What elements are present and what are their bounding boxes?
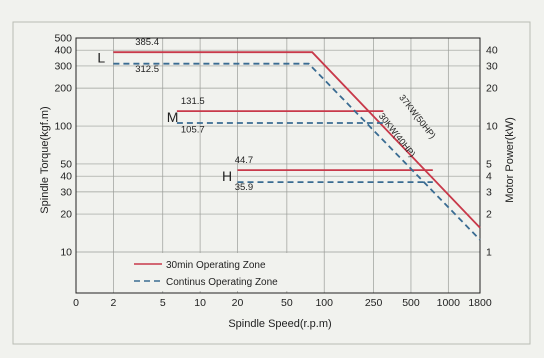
value-label: 385.4 xyxy=(135,37,159,48)
gear-label-l: L xyxy=(97,50,105,66)
y-left-tick-label: 500 xyxy=(54,33,72,45)
value-label: 44.7 xyxy=(235,155,254,166)
y-left-tick-label: 100 xyxy=(54,121,72,133)
gear-label-m: M xyxy=(167,109,179,125)
gear-label-h: H xyxy=(222,168,232,184)
x-tick-label: 1000 xyxy=(437,297,461,309)
x-tick-label: 1800 xyxy=(468,297,492,309)
series-continuous-line xyxy=(113,62,481,241)
y-left-tick-label: 200 xyxy=(54,83,72,95)
legend-label-continuous: Continus Operating Zone xyxy=(166,277,278,288)
y-right-tick-label: 2 xyxy=(486,209,492,221)
x-tick-label: 5 xyxy=(160,297,166,309)
y-left-tick-label: 20 xyxy=(60,209,72,221)
y-right-tick-label: 20 xyxy=(486,83,498,95)
value-label: 131.5 xyxy=(181,96,205,107)
y-left-tick-label: 300 xyxy=(54,60,72,72)
value-label: 35.9 xyxy=(235,182,254,193)
y-axis-left-label: Spindle Torque(kgf.m) xyxy=(39,106,51,213)
value-label: 312.5 xyxy=(135,64,159,75)
y-right-tick-label: 3 xyxy=(486,186,492,198)
x-tick-label: 500 xyxy=(402,297,420,309)
y-axis-right-label: Motor Power(kW) xyxy=(504,117,516,203)
x-tick-label: 2 xyxy=(110,297,116,309)
x-tick-label: 100 xyxy=(315,297,333,309)
legend-label-30min: 30min Operating Zone xyxy=(166,260,266,271)
x-tick-label: 10 xyxy=(194,297,206,309)
outer-frame xyxy=(12,21,531,345)
series-layer xyxy=(113,51,481,241)
legend-box xyxy=(128,253,288,291)
y-right-tick-label: 1 xyxy=(486,247,492,259)
y-left-tick-label: 10 xyxy=(60,247,72,259)
x-tick-label: 250 xyxy=(365,297,383,309)
y-right-tick-label: 10 xyxy=(486,121,498,133)
y-right-tick-label: 4 xyxy=(486,171,492,183)
x-tick-label: 0 xyxy=(73,297,79,309)
y-right-tick-label: 5 xyxy=(486,158,492,170)
y-left-tick-label: 30 xyxy=(60,186,72,198)
x-tick-label: 50 xyxy=(281,297,293,309)
plot-frame xyxy=(75,37,481,294)
y-right-tick-label: 30 xyxy=(486,60,498,72)
legend: 30min Operating Zone Continus Operating … xyxy=(128,253,288,291)
tick-labels: 0 2 5 10 20 50 100 250 500 1000 180010203040501002… xyxy=(54,33,497,310)
y-left-tick-label: 40 xyxy=(60,171,72,183)
x-tick-label: 20 xyxy=(232,297,244,309)
series-30min-line xyxy=(113,51,481,229)
y-left-tick-label: 50 xyxy=(60,158,72,170)
y-right-tick-label: 40 xyxy=(486,45,498,57)
y-left-tick-label: 400 xyxy=(54,45,72,57)
value-label: 105.7 xyxy=(181,124,205,135)
x-axis-label: Spindle Speed(r.p.m) xyxy=(228,318,331,330)
